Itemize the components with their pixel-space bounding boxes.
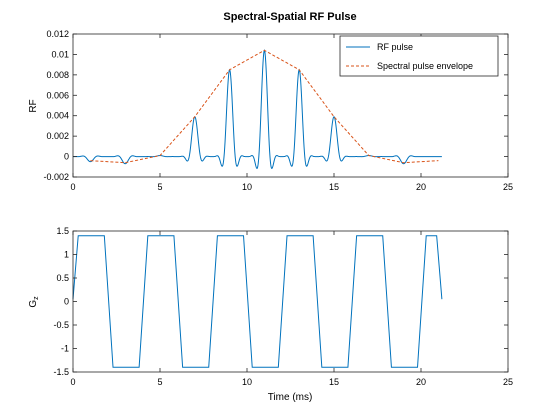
rf-xtick-label: 15	[329, 182, 339, 192]
gz-ytick-label: 0	[64, 297, 69, 307]
rf-axes-box	[72, 33, 509, 178]
gz-xlabel: Time (ms)	[268, 392, 313, 403]
gz-xtick-label: 0	[70, 377, 75, 387]
rf-series-line	[73, 49, 442, 169]
rf-xtick-label: 10	[242, 182, 252, 192]
gz-xtick-label: 25	[503, 377, 513, 387]
rf-ytick-label: 0.006	[46, 90, 69, 100]
rf-xtick-label: 5	[157, 182, 162, 192]
legend-label-envelope: Spectral pulse envelope	[377, 61, 473, 71]
gz-xtick-label: 20	[416, 377, 426, 387]
gz-ytick-label: 1.5	[56, 226, 69, 236]
rf-series-envelope-line	[90, 49, 439, 164]
gz-ytick-label: -0.5	[53, 320, 69, 330]
gz-axes: 0 5 10 15 20 25 -1.5 -1 -0.5 0 0.5 1 1.5 Gz Time (ms…	[28, 226, 513, 403]
gz-ytick-label: 1	[64, 250, 69, 260]
rf-ytick-label: -0.002	[43, 172, 69, 182]
gz-ytick-label: -1	[61, 344, 69, 354]
rf-ytick-label: 0.01	[51, 49, 69, 59]
chart-title: Spectral-Spatial RF Pulse	[223, 11, 356, 23]
rf-ytick-label: 0.012	[46, 29, 69, 39]
rf-xtick-label: 20	[416, 182, 426, 192]
gz-ylabel-sub: z	[33, 296, 40, 300]
gz-xtick-label: 5	[157, 377, 162, 387]
rf-ytick-label: 0.008	[46, 70, 69, 80]
legend-box	[339, 35, 499, 77]
rf-axes: 0 5 10 15 20 25-0.00200.0020.0040.0060.0080.0…	[28, 29, 513, 192]
rf-ytick-label: 0	[64, 152, 69, 162]
gz-ylabel-main: G	[28, 300, 39, 308]
rf-ytick-label: 0.004	[46, 111, 69, 121]
rf-ylabel: RF	[28, 99, 39, 112]
gz-axes-box	[72, 230, 509, 373]
gz-series-line	[72, 235, 443, 368]
gz-ytick-label: 0.5	[56, 273, 69, 283]
gz-xtick-label: 15	[329, 377, 339, 387]
gz-ytick-label: -1.5	[53, 367, 69, 377]
gz-ylabel: Gz	[28, 296, 40, 308]
gz-xtick-label: 10	[242, 377, 252, 387]
rf-xtick-label: 25	[503, 182, 513, 192]
rf-xtick-label: 0	[70, 182, 75, 192]
rf-ytick-label: 0.002	[46, 131, 69, 141]
legend: RF pulse Spectral pulse envelope	[339, 35, 499, 77]
legend-label-rf: RF pulse	[377, 42, 413, 52]
